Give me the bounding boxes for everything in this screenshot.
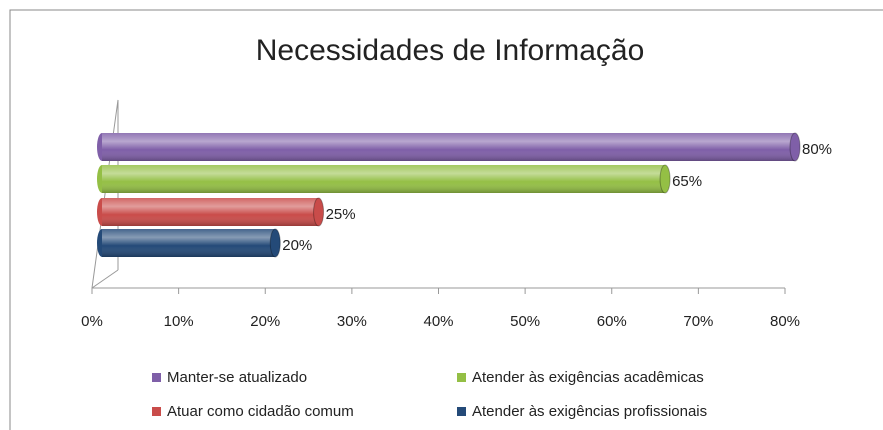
chart-title: Necessidades de Informação [256,34,645,67]
x-tick-label: 20% [250,313,280,330]
bar-shine [102,133,795,161]
bar [97,228,281,258]
value-label: 20% [282,237,312,254]
x-tick-label: 70% [683,313,713,330]
x-tick-label: 80% [770,313,800,330]
x-tick-label: 30% [337,313,367,330]
bar-end [789,132,801,162]
value-label: 80% [802,141,832,158]
x-tick-label: 10% [164,313,194,330]
bar-shine [102,165,666,193]
legend-label: Atender às exigências profissionais [472,403,707,420]
legend-label: Atender às exigências acadêmicas [472,369,704,386]
floor-edge [91,269,119,289]
bar-end [659,164,671,194]
bar-end [269,228,281,258]
x-tick-label: 0% [81,313,103,330]
x-tick-label: 50% [510,313,540,330]
x-tick-label: 60% [597,313,627,330]
bar-shine [102,198,319,226]
legend-swatch [457,373,466,382]
x-tick-label: 40% [423,313,453,330]
legend-swatch [152,373,161,382]
bar [97,132,801,162]
legend-label: Manter-se atualizado [167,369,307,386]
bar-shine [102,229,276,257]
bar [97,197,325,227]
bar [97,164,671,194]
legend-swatch [457,407,466,416]
value-label: 25% [326,206,356,223]
bar-end [313,197,325,227]
legend-swatch [152,407,161,416]
legend-label: Atuar como cidadão comum [167,403,354,420]
value-label: 65% [672,173,702,190]
